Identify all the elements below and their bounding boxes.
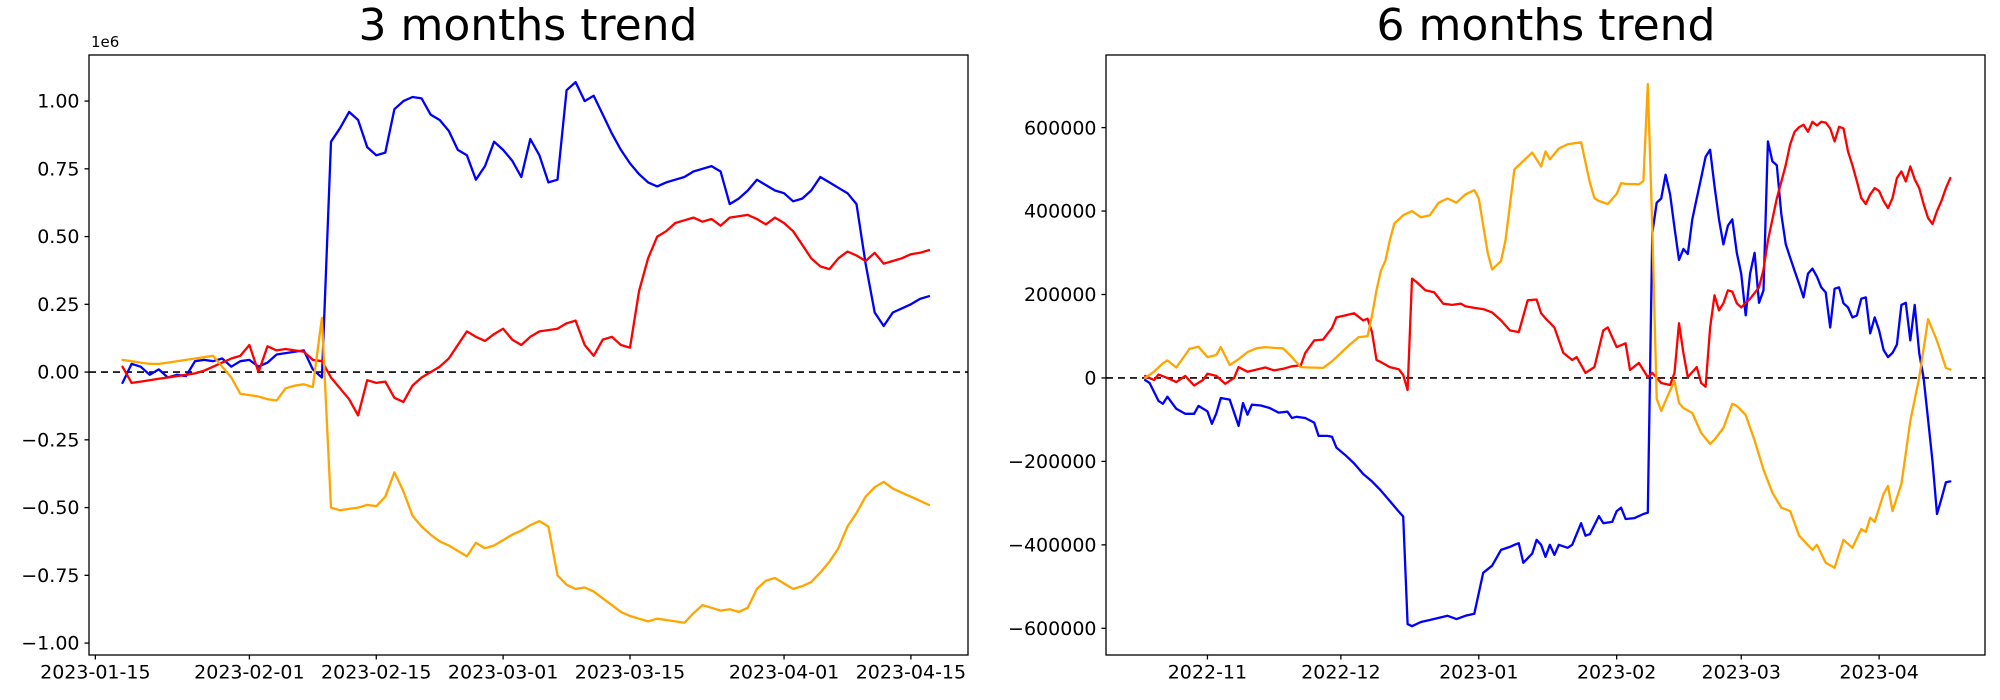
x-tick-label: 2023-04 [1839,662,1918,684]
series-line-orange [1143,83,1952,569]
chart-title-3-months: 3 months trend [358,0,698,51]
x-tick-label: 2023-02-15 [321,662,431,684]
y-tick-label: −0.50 [21,497,79,519]
plot-border [1105,54,1986,656]
y-tick-label: 600000 [1024,117,1097,139]
y-tick-label: −600000 [1008,618,1096,640]
y-tick-label: 0.50 [37,226,79,248]
y-tick-label: −400000 [1008,534,1096,556]
y-tick-label: −200000 [1008,451,1096,473]
series-line-red [1143,120,1952,392]
series-line-red [121,213,931,417]
x-tick-label: 2023-02 [1577,662,1656,684]
series-line-blue [121,80,931,385]
x-tick-label: 2023-03-15 [575,662,685,684]
x-tick-label: 2022-12 [1301,662,1380,684]
x-tick-label: 2022-11 [1168,662,1247,684]
y-tick-label: −1.00 [21,633,79,655]
y-tick-label: −0.25 [21,429,79,451]
x-tick-label: 2023-03-01 [448,662,558,684]
chart-title-6-months: 6 months trend [1376,0,1716,51]
x-tick-label: 2023-01 [1439,662,1518,684]
y-tick-label: 0.25 [37,294,79,316]
y-axis-offset-label: 1e6 [91,33,120,51]
series-line-blue [1143,140,1952,628]
y-tick-label: 200000 [1024,284,1097,306]
x-tick-label: 2023-01-15 [40,662,150,684]
y-tick-label: 0.75 [37,158,79,180]
y-tick-label: 1.00 [37,91,79,113]
x-tick-label: 2023-04-15 [856,662,966,684]
x-tick-label: 2023-04-01 [729,662,839,684]
series-line-orange [121,316,931,624]
y-tick-label: 0 [1084,368,1096,390]
x-tick-label: 2023-03 [1702,662,1781,684]
y-tick-label: −0.75 [21,565,79,587]
plot-border [88,54,969,656]
x-tick-label: 2023-02-01 [194,662,304,684]
y-tick-label: 0.00 [37,362,79,384]
y-tick-label: 400000 [1024,201,1097,223]
